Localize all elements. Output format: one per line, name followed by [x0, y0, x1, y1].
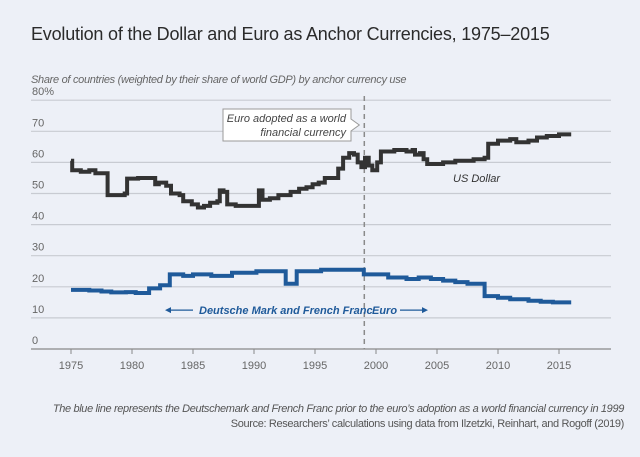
y-tick-label: 50	[32, 180, 44, 192]
x-tick-label: 1980	[120, 360, 144, 372]
right-arrow-icon	[422, 307, 428, 314]
chart-caption: The blue line represents the Deutschemar…	[52, 403, 625, 415]
euro-series-label: Euro	[372, 305, 397, 317]
y-tick-label: 60	[32, 148, 44, 160]
chart-title: Evolution of the Dollar and Euro as Anch…	[31, 24, 550, 44]
callout-text-line1: Euro adopted as a world	[227, 113, 347, 125]
y-tick-label: 20	[32, 273, 44, 285]
y-axis-ticks: 0 10 20 30 40 50 60 70 80%	[32, 86, 54, 347]
dm-ff-label-group: Deutsche Mark and French Franc	[165, 305, 373, 317]
x-axis-ticks: 1975 1980 1985 1990 1995 2000 2005 2010 2015	[59, 349, 571, 372]
y-tick-label: 30	[32, 242, 44, 254]
x-tick-label: 1995	[303, 360, 327, 372]
y-axis-description: Share of countries (weighted by their sh…	[31, 74, 407, 86]
y-tick-label: 70	[32, 117, 44, 129]
usd-series-label: US Dollar	[453, 173, 501, 185]
series-line-us-dollar	[70, 132, 572, 210]
y-tick-label: 80%	[32, 86, 54, 98]
x-tick-label: 1975	[59, 360, 83, 372]
series-lines	[70, 132, 572, 305]
y-tick-label: 10	[32, 304, 44, 316]
x-tick-label: 1985	[181, 360, 205, 372]
x-tick-label: 2000	[364, 360, 388, 372]
x-tick-label: 2005	[425, 360, 449, 372]
dm-ff-series-label: Deutsche Mark and French Franc	[199, 305, 373, 317]
callout-box	[222, 108, 361, 142]
series-line-dm-ff-euro	[71, 267, 572, 305]
y-tick-label: 40	[32, 211, 44, 223]
euro-label-group: Euro	[372, 305, 428, 317]
left-arrow-icon	[165, 307, 171, 314]
euro-adoption-callout: Euro adopted as a world financial curren…	[222, 108, 361, 142]
callout-text-line2: financial currency	[260, 127, 347, 139]
y-tick-label: 0	[32, 335, 38, 347]
x-tick-label: 2010	[486, 360, 510, 372]
x-tick-label: 1990	[242, 360, 266, 372]
x-tick-label: 2015	[547, 360, 571, 372]
chart-source: Source: Researchers’ calculations using …	[230, 418, 625, 430]
